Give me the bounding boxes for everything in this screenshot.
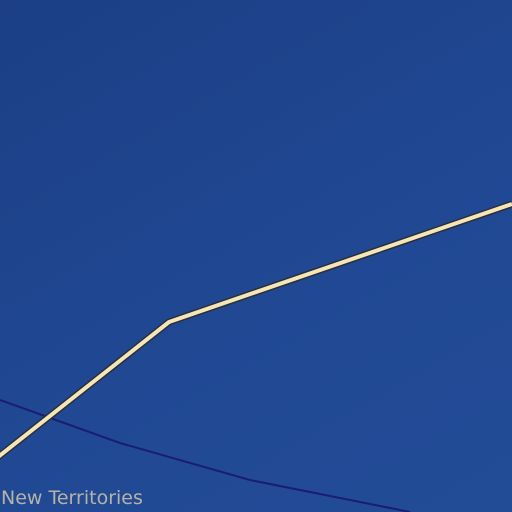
road-line[interactable]: [0, 202, 512, 458]
region-label: New Territories: [1, 487, 143, 509]
district-boundary-line: [0, 399, 411, 512]
road-casing: [0, 200, 512, 460]
